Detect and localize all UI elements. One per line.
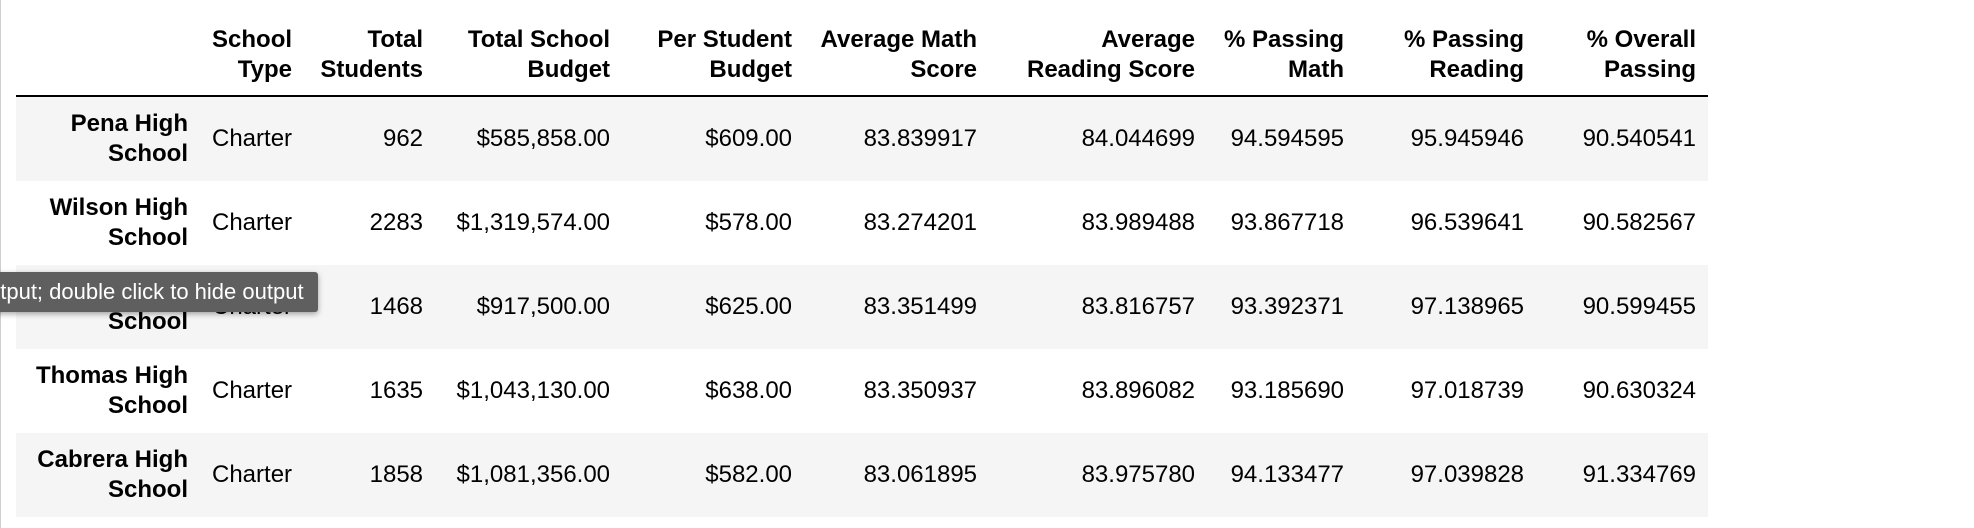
row-index-label: Wilson High School (49, 194, 188, 251)
table-cell: 83.274201 (863, 209, 978, 236)
table-row: Wilson High School Charter 2283 $1,319,5… (16, 181, 1709, 265)
tooltip-text: utput; double click to hide output (0, 279, 304, 304)
table-cell: $638.00 (705, 377, 793, 404)
table-cell: 90.582567 (1582, 209, 1697, 236)
table-cell: 962 (382, 125, 424, 152)
table-cell: Charter (212, 125, 293, 152)
output-prompt-rule (0, 0, 1, 528)
column-header-total-school-budget: Total School Budget (435, 18, 623, 97)
index-header (16, 18, 200, 97)
dataframe-table: School Type Total Students Total School … (16, 18, 1709, 517)
table-cell: $1,043,130.00 (456, 377, 611, 404)
column-header-passing-reading: % Passing Reading (1356, 18, 1537, 97)
table-cell: Charter (212, 377, 293, 404)
column-header-average-reading-score: Average Reading Score (989, 18, 1208, 97)
column-header-total-students: Total Students (304, 18, 436, 97)
table-cell: 1468 (369, 293, 424, 320)
table-cell: 93.867718 (1230, 209, 1345, 236)
table-cell: 1858 (369, 461, 424, 488)
table-cell: 94.594595 (1230, 125, 1345, 152)
table-cell: 1635 (369, 377, 424, 404)
output-toggle-tooltip: utput; double click to hide output (0, 272, 318, 312)
table-cell: $625.00 (705, 293, 793, 320)
table-row: Cabrera High School Charter 1858 $1,081,… (16, 433, 1709, 517)
table-cell: 97.039828 (1410, 461, 1525, 488)
row-index-label: Pena High School (70, 110, 188, 167)
table-cell: 2283 (369, 209, 424, 236)
table-cell: 93.185690 (1230, 377, 1345, 404)
table-cell: 83.350937 (863, 377, 978, 404)
table-cell: 90.630324 (1582, 377, 1697, 404)
table-row: Thomas High School Charter 1635 $1,043,1… (16, 349, 1709, 433)
table-cell: 90.540541 (1582, 125, 1697, 152)
table-cell: $585,858.00 (476, 125, 611, 152)
table-cell: $582.00 (705, 461, 793, 488)
table-cell: 84.044699 (1081, 125, 1196, 152)
table-cell: 83.975780 (1081, 461, 1196, 488)
table-cell: 95.945946 (1410, 125, 1525, 152)
table-cell: 83.061895 (863, 461, 978, 488)
table-cell: 83.351499 (863, 293, 978, 320)
column-header-per-student-budget: Per Student Budget (622, 18, 805, 97)
table-row: Pena High School Charter 962 $585,858.00… (16, 96, 1709, 181)
table-cell: 83.989488 (1081, 209, 1196, 236)
table-cell: 93.392371 (1230, 293, 1345, 320)
table-cell: 83.839917 (863, 125, 978, 152)
table-cell: 94.133477 (1230, 461, 1345, 488)
table-cell: 97.138965 (1410, 293, 1525, 320)
table-cell: $609.00 (705, 125, 793, 152)
table-cell: Charter (212, 209, 293, 236)
column-header-school-type: School Type (200, 18, 305, 97)
table-cell: 96.539641 (1410, 209, 1525, 236)
table-cell: 83.896082 (1081, 377, 1196, 404)
column-header-overall-passing: % Overall Passing (1536, 18, 1709, 97)
row-index-label: Thomas High School (35, 362, 188, 419)
header-row: School Type Total Students Total School … (16, 18, 1709, 97)
table-cell: 90.599455 (1582, 293, 1697, 320)
table-cell: 97.018739 (1410, 377, 1525, 404)
table-cell: Charter (212, 461, 293, 488)
column-header-average-math-score: Average Math Score (804, 18, 990, 97)
table-cell: $1,081,356.00 (456, 461, 611, 488)
table-cell: $917,500.00 (476, 293, 611, 320)
column-header-passing-math: % Passing Math (1207, 18, 1357, 97)
table-cell: $1,319,574.00 (456, 209, 611, 236)
table-cell: $578.00 (705, 209, 793, 236)
table-cell: 91.334769 (1582, 461, 1697, 488)
table-cell: 83.816757 (1081, 293, 1196, 320)
row-index-label: School (107, 308, 188, 335)
row-index-label: Cabrera High School (37, 446, 188, 503)
